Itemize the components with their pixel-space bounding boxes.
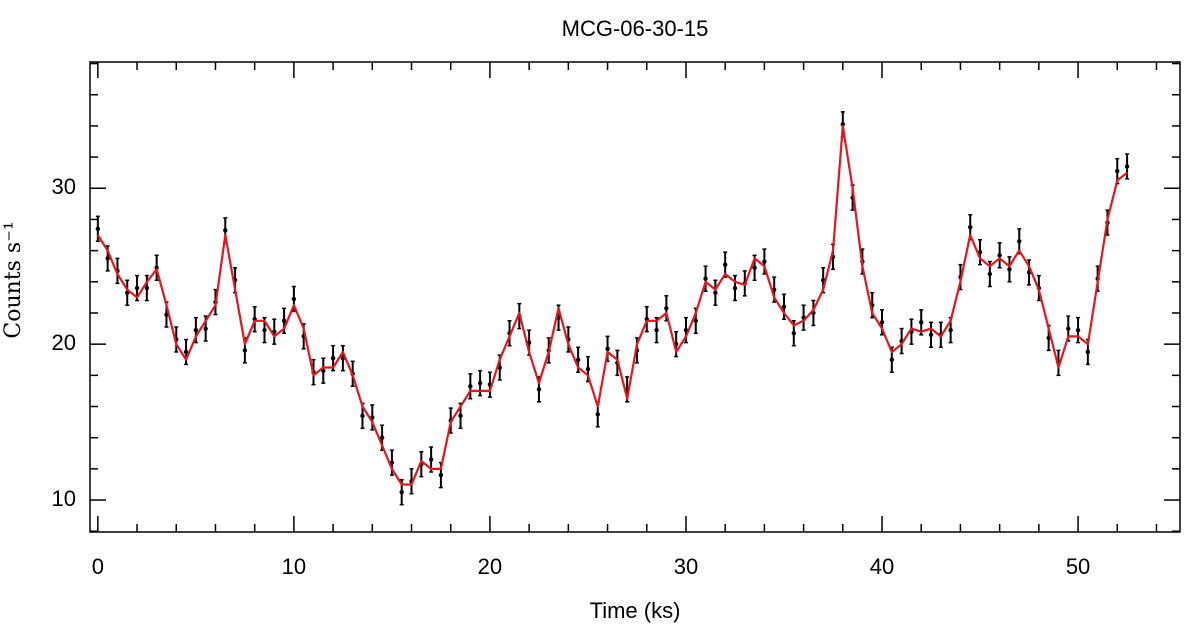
error-bar-part <box>889 357 895 362</box>
error-bar-part <box>703 276 708 281</box>
error-bar-part <box>154 265 159 270</box>
error-bar-part <box>262 327 267 333</box>
error-bar-part <box>919 320 924 325</box>
error-bar-part <box>879 320 885 325</box>
error-bar-part <box>379 435 385 440</box>
error-bar-part <box>477 380 483 386</box>
data-point <box>644 305 649 333</box>
error-bar-part <box>693 318 698 323</box>
error-bar-part <box>997 253 1002 258</box>
error-bar-part <box>291 296 297 302</box>
data-point <box>468 373 473 400</box>
error-bar-part <box>968 225 973 230</box>
error-bar-part <box>654 327 659 333</box>
error-bar-part <box>458 413 463 419</box>
x-tick-label: 10 <box>282 554 306 579</box>
error-bar-part <box>1124 164 1130 169</box>
x-tick-label: 40 <box>870 554 894 579</box>
data-point <box>713 279 718 306</box>
error-bar-part <box>203 326 208 331</box>
data-point <box>1026 259 1032 286</box>
error-bar-part <box>722 262 728 267</box>
data-point <box>252 305 257 333</box>
error-bar-part <box>144 285 150 291</box>
data-point <box>732 274 738 302</box>
error-bar-part <box>1017 239 1022 244</box>
data-point <box>909 318 914 345</box>
error-bar-part <box>1007 267 1012 272</box>
error-bar-part <box>399 490 404 495</box>
x-tick-label: 20 <box>478 554 502 579</box>
data-point <box>144 274 150 302</box>
error-bar-part <box>752 265 757 270</box>
error-bar-part <box>762 259 767 264</box>
x-axis-label: Time (ks) <box>590 598 681 623</box>
data-point <box>125 279 130 306</box>
error-bar-part <box>1085 349 1091 355</box>
y-tick-label: 30 <box>52 174 76 199</box>
x-tick-label: 50 <box>1066 554 1090 579</box>
error-bar-part <box>281 318 287 323</box>
error-bar-part <box>438 472 444 478</box>
error-bar-part <box>928 332 934 338</box>
error-bar-part <box>840 122 846 127</box>
data-point <box>703 265 708 292</box>
data-point <box>154 254 159 281</box>
error-bar-part <box>134 285 140 291</box>
chart-title: MCG-06-30-15 <box>562 16 709 41</box>
error-bar-part <box>948 327 953 333</box>
y-tick-label: 20 <box>52 330 76 355</box>
error-bar-part <box>242 348 248 353</box>
error-bar-part <box>664 306 669 311</box>
data-point <box>928 321 934 349</box>
error-bar-part <box>330 355 336 361</box>
error-bar-part <box>1075 327 1081 333</box>
error-bar-part <box>105 256 110 261</box>
data-point <box>272 318 277 345</box>
error-bar-part <box>791 331 796 336</box>
data-point <box>340 344 346 372</box>
error-bar-part <box>605 346 610 352</box>
error-bar-part <box>536 387 542 392</box>
error-bar-part <box>95 226 101 231</box>
error-bar-part <box>732 285 738 291</box>
error-bar-part <box>183 349 189 355</box>
data-point <box>1075 316 1081 344</box>
data-point <box>370 404 375 431</box>
model-line <box>96 124 1128 486</box>
error-bar-part <box>1066 326 1071 331</box>
error-bar-part <box>595 412 600 417</box>
error-bar-part <box>1115 168 1120 174</box>
error-bar-part <box>987 271 993 277</box>
data-point <box>1124 153 1130 180</box>
error-bar-part <box>193 327 199 333</box>
x-tick-label: 0 <box>92 554 104 579</box>
plot-frame <box>89 61 1181 533</box>
error-bar-part <box>781 304 787 309</box>
y-tick-label: 10 <box>52 486 76 511</box>
error-bar-part <box>585 366 591 372</box>
y-axis-label: Counts s⁻¹ <box>1 221 26 338</box>
error-bar-part <box>428 457 434 462</box>
data-point <box>781 293 787 320</box>
error-bar-part <box>575 357 581 362</box>
data-point <box>1007 256 1012 283</box>
x-tick-label: 30 <box>674 554 698 579</box>
error-bar-part <box>713 290 718 295</box>
data-point <box>899 327 904 355</box>
data-point <box>762 248 767 275</box>
data-point <box>997 242 1002 269</box>
error-bar-part <box>468 384 473 389</box>
error-bar-part <box>360 413 365 419</box>
data-point <box>321 357 326 384</box>
error-bar-part <box>223 228 228 233</box>
